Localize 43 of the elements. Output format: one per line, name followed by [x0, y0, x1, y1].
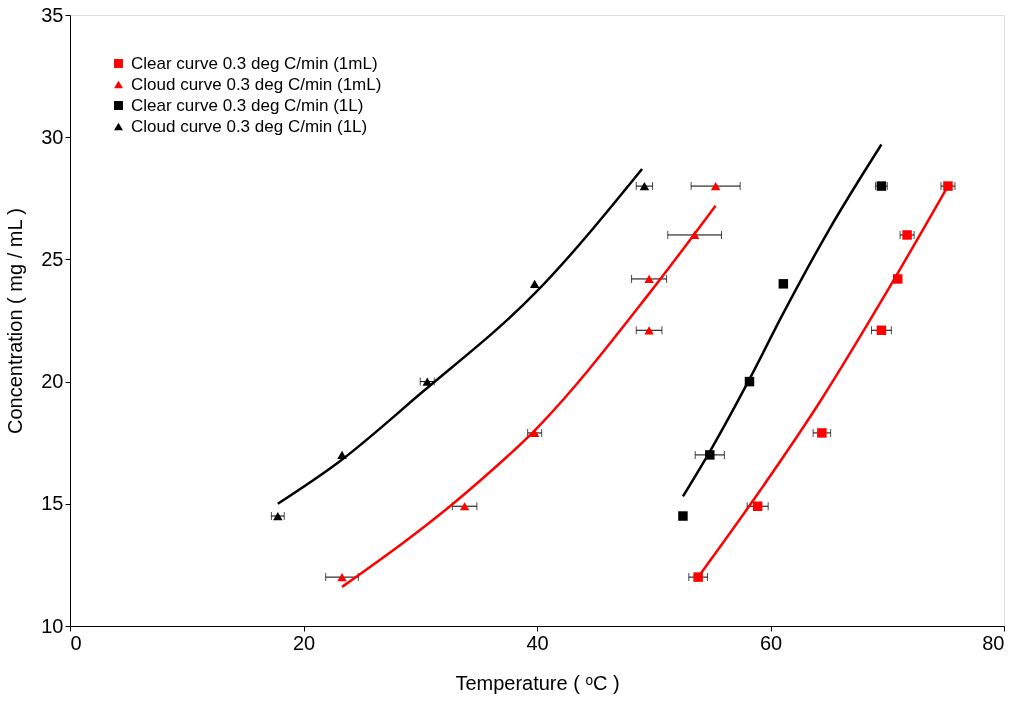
point [459, 502, 470, 511]
y-tick-label: 10 [41, 614, 64, 637]
x-tick-label: 20 [292, 631, 316, 654]
point [943, 181, 953, 191]
y-tick-label: 20 [41, 370, 64, 393]
y-axis-title: Concentration ( mg / mL ) [4, 207, 27, 435]
point [744, 376, 755, 387]
line-series [681, 143, 883, 498]
point [710, 181, 721, 191]
point [876, 325, 887, 336]
legend-label: Clear curve 0.3 deg C/min (1L) [131, 95, 364, 115]
legend-label: Cloud curve 0.3 deg C/min (1L) [131, 116, 368, 136]
point [902, 230, 912, 240]
x-axis-title: Temperature ( ᵒC ) [455, 671, 620, 694]
point [678, 511, 688, 521]
y-tick-label: 25 [41, 247, 64, 270]
y-tick-label: 15 [41, 492, 64, 515]
point [529, 428, 540, 438]
point [644, 274, 654, 284]
point [778, 279, 789, 289]
point [689, 230, 700, 240]
y-tick-label: 35 [41, 3, 64, 26]
point [529, 279, 540, 288]
point [693, 572, 703, 582]
line-series [340, 204, 717, 589]
point [639, 181, 650, 191]
point [422, 377, 432, 386]
x-tick-label: 0 [70, 631, 82, 654]
point [273, 511, 283, 521]
legend-label: Cloud curve 0.3 deg C/min (1mL) [131, 74, 382, 94]
point [817, 428, 827, 438]
x-tick-label: 80 [982, 631, 1005, 654]
point [337, 573, 347, 582]
point [752, 501, 763, 511]
point [705, 450, 715, 460]
x-tick-label: 40 [526, 631, 549, 654]
legend-label: Clear curve 0.3 deg C/min (1mL) [131, 53, 378, 73]
x-tick-label: 60 [759, 631, 783, 654]
point [893, 274, 903, 284]
point [644, 326, 654, 335]
point [337, 450, 347, 460]
line-series [276, 167, 644, 506]
y-tick-label: 30 [41, 125, 64, 148]
